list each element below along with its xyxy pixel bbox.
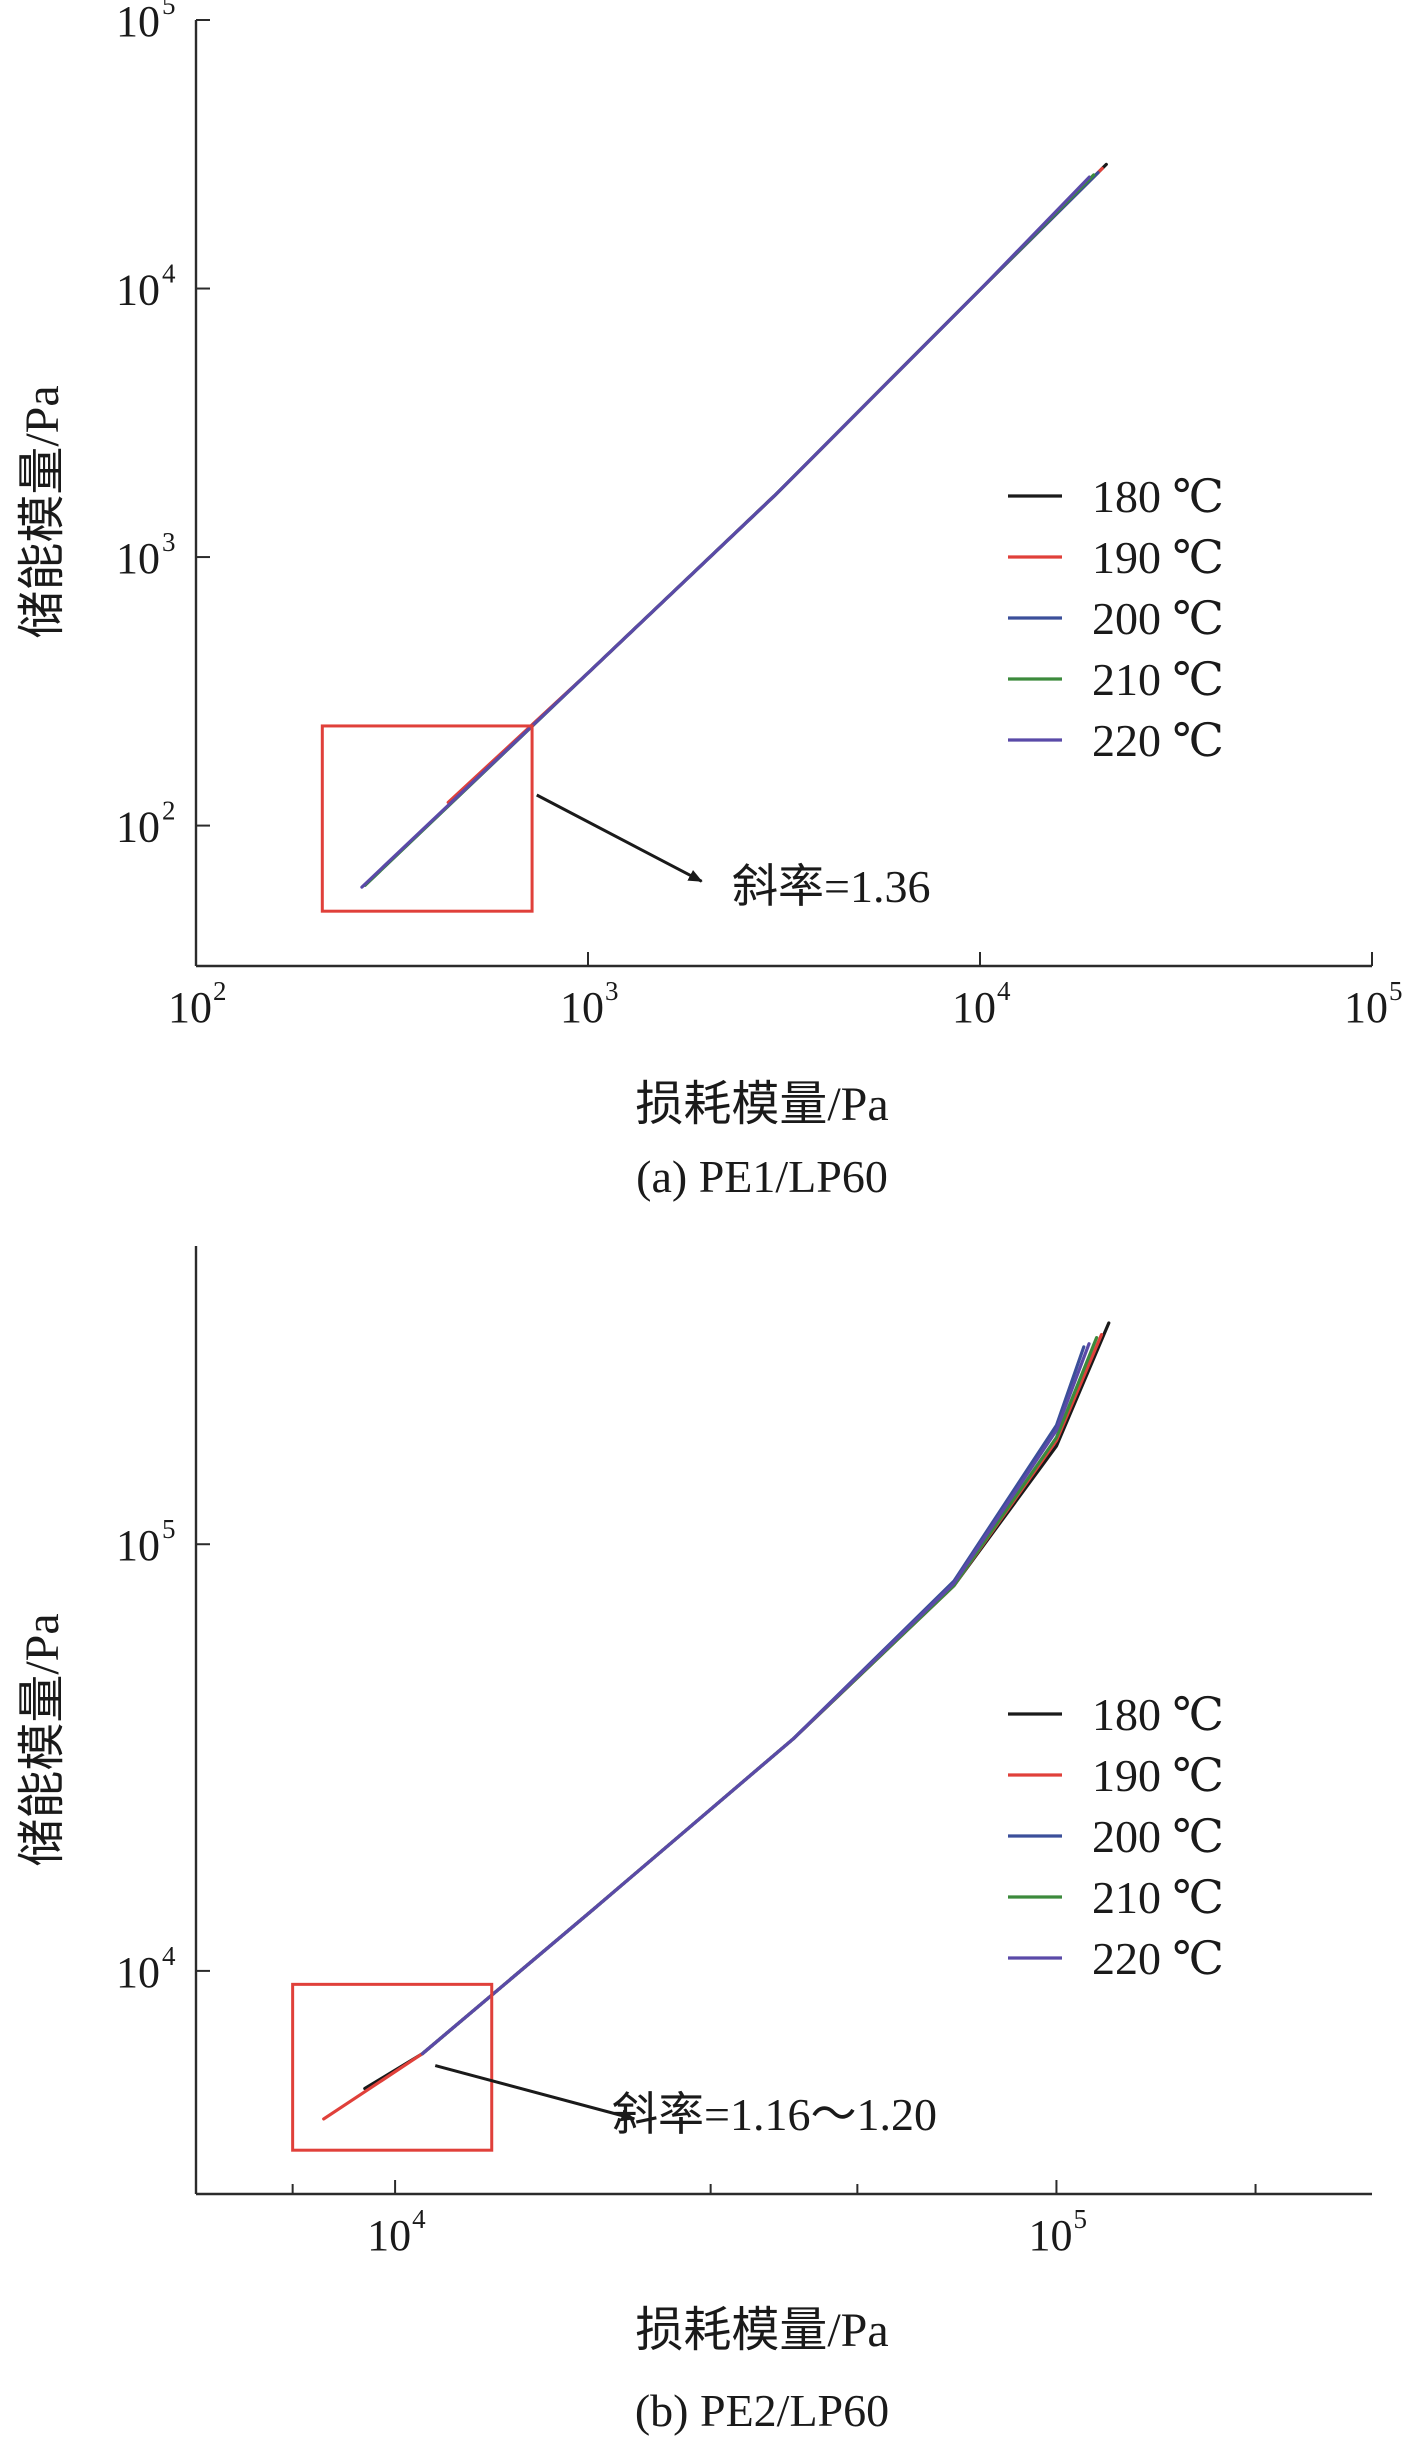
legend-label: 200 ℃ xyxy=(1092,1811,1224,1862)
legend-label: 220 ℃ xyxy=(1092,1933,1224,1984)
series-group xyxy=(360,162,1108,889)
series-line-220C xyxy=(360,175,1091,889)
series-line-180C xyxy=(363,1321,1111,2091)
slope-annotation: 斜率=1.16～1.20 xyxy=(612,2089,937,2140)
y-tick-exponent: 5 xyxy=(162,1514,176,1544)
x-tick-exponent: 4 xyxy=(997,976,1011,1006)
y-axis-title: 储能模量/Pa xyxy=(16,385,69,638)
x-tick-exponent: 5 xyxy=(1073,2204,1087,2234)
y-tick-exponent: 3 xyxy=(162,527,176,557)
y-tick-label: 10 xyxy=(116,803,160,852)
y-tick-label: 10 xyxy=(116,266,160,315)
chart-panel-a: 10 2 10 3 10 4 10 510 210 310 410 5 斜率=1.36 180 ℃19… xyxy=(16,0,1403,1202)
series-line-190C xyxy=(322,1332,1104,2121)
legend-label: 190 ℃ xyxy=(1092,1750,1224,1801)
x-tick-exponent: 3 xyxy=(605,976,619,1006)
y-tick-label: 10 xyxy=(116,0,160,46)
legend-label: 210 ℃ xyxy=(1092,1872,1224,1923)
legend-label: 210 ℃ xyxy=(1092,654,1224,705)
y-tick-exponent: 4 xyxy=(162,259,176,289)
figure-caption: (b) PE2/LP60 xyxy=(635,2385,889,2436)
x-tick-label: 10 xyxy=(952,983,996,1032)
x-tick-label: 10 xyxy=(560,983,604,1032)
annotation-arrow xyxy=(536,793,703,883)
legend-label: 220 ℃ xyxy=(1092,715,1224,766)
annotation-arrow xyxy=(434,2064,636,2122)
legend-label: 200 ℃ xyxy=(1092,593,1224,644)
y-tick-exponent: 5 xyxy=(162,0,176,20)
y-tick-exponent: 2 xyxy=(162,796,176,826)
x-tick-exponent: 2 xyxy=(213,976,227,1006)
figure-caption: (a) PE1/LP60 xyxy=(636,1151,888,1202)
highlight-box xyxy=(320,724,534,913)
x-tick-exponent: 5 xyxy=(1389,976,1403,1006)
y-tick-exponent: 4 xyxy=(162,1941,176,1971)
slope-annotation: 斜率=1.36 xyxy=(732,861,930,912)
x-tick-exponent: 4 xyxy=(412,2204,426,2234)
x-tick-label: 10 xyxy=(1344,983,1388,1032)
series-line-200C xyxy=(420,1345,1086,2056)
x-tick-label: 10 xyxy=(1028,2211,1072,2260)
legend-label: 190 ℃ xyxy=(1092,532,1224,583)
y-tick-label: 10 xyxy=(116,534,160,583)
series-group xyxy=(322,1321,1111,2121)
x-tick-label: 10 xyxy=(168,983,212,1032)
x-axis-title: 损耗模量/Pa xyxy=(635,1078,888,1131)
x-tick-label: 10 xyxy=(367,2211,411,2260)
y-axis-title: 储能模量/Pa xyxy=(16,1613,69,1866)
legend-label: 180 ℃ xyxy=(1092,471,1224,522)
tick-group: 10 2 10 3 10 4 10 510 210 310 410 5 xyxy=(116,0,1403,1032)
tick-group: 10 4 10 510 410 5 xyxy=(116,1514,1257,2260)
legend: 180 ℃ 190 ℃ 200 ℃ 210 ℃ 220 ℃ xyxy=(1008,1689,1224,1984)
x-axis-title: 损耗模量/Pa xyxy=(635,2304,888,2357)
series-line-220C xyxy=(420,1342,1091,2056)
legend: 180 ℃ 190 ℃ 200 ℃ 210 ℃ 220 ℃ xyxy=(1008,471,1224,766)
y-tick-label: 10 xyxy=(116,1948,160,1997)
series-line-210C xyxy=(420,1335,1099,2056)
legend-label: 180 ℃ xyxy=(1092,1689,1224,1740)
y-tick-label: 10 xyxy=(116,1521,160,1570)
highlight-box xyxy=(291,1982,494,2152)
